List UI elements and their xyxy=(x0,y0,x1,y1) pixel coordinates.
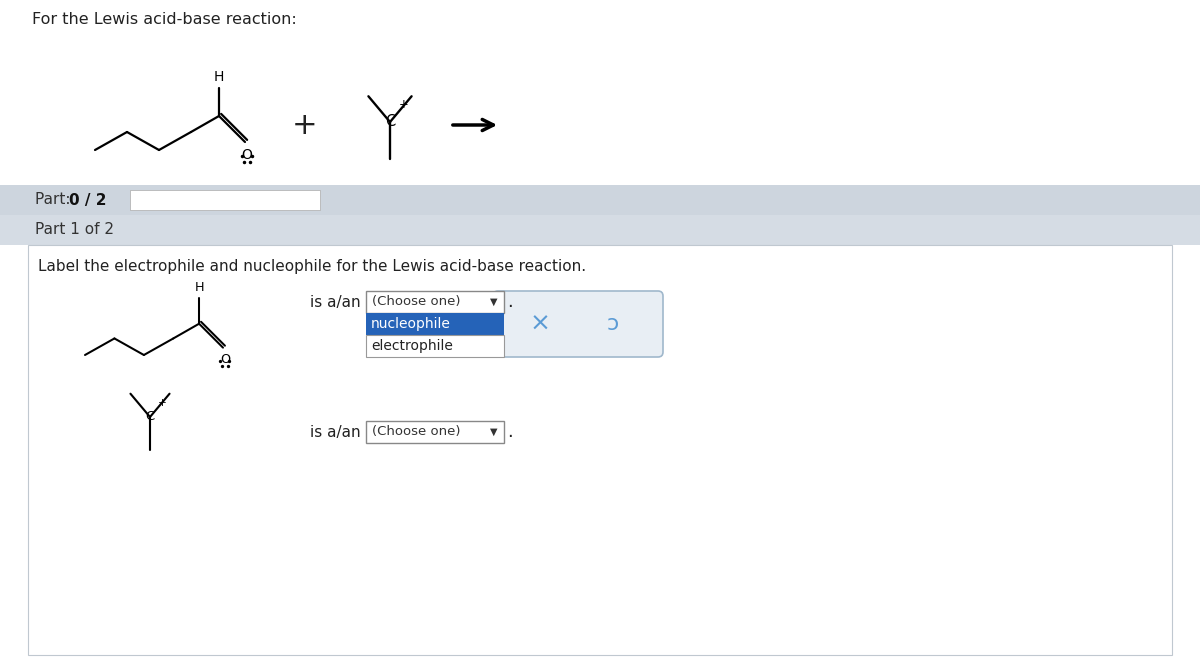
Text: .: . xyxy=(508,293,512,311)
Text: ↄ: ↄ xyxy=(607,314,619,334)
Text: (Choose one): (Choose one) xyxy=(372,426,461,438)
Text: H: H xyxy=(194,281,204,294)
Text: 0 / 2: 0 / 2 xyxy=(70,193,107,207)
Text: Part:: Part: xyxy=(35,193,76,207)
Text: ×: × xyxy=(529,312,551,336)
Text: is a/an: is a/an xyxy=(310,294,361,310)
FancyBboxPatch shape xyxy=(366,291,504,313)
FancyBboxPatch shape xyxy=(130,190,320,210)
Text: C: C xyxy=(385,114,395,129)
FancyBboxPatch shape xyxy=(493,291,662,357)
Text: ▼: ▼ xyxy=(491,297,498,307)
Text: O: O xyxy=(241,148,252,162)
Text: +: + xyxy=(398,98,408,112)
Text: electrophile: electrophile xyxy=(371,339,452,353)
FancyBboxPatch shape xyxy=(0,215,1200,245)
Text: (Choose one): (Choose one) xyxy=(372,296,461,308)
Text: .: . xyxy=(508,423,512,441)
Text: O: O xyxy=(220,353,230,366)
FancyBboxPatch shape xyxy=(28,245,1172,655)
Text: is a/an: is a/an xyxy=(310,424,361,440)
FancyBboxPatch shape xyxy=(366,335,504,357)
Text: H: H xyxy=(214,70,224,84)
Text: +: + xyxy=(292,110,318,139)
Text: For the Lewis acid-base reaction:: For the Lewis acid-base reaction: xyxy=(32,12,296,27)
Text: +: + xyxy=(157,397,167,407)
Text: Part 1 of 2: Part 1 of 2 xyxy=(35,222,114,238)
FancyBboxPatch shape xyxy=(366,313,504,335)
Text: C: C xyxy=(145,411,155,424)
Text: Label the electrophile and nucleophile for the Lewis acid-base reaction.: Label the electrophile and nucleophile f… xyxy=(38,259,586,274)
FancyBboxPatch shape xyxy=(366,421,504,443)
Text: ▼: ▼ xyxy=(491,427,498,437)
Text: nucleophile: nucleophile xyxy=(371,317,451,331)
FancyBboxPatch shape xyxy=(0,185,1200,215)
